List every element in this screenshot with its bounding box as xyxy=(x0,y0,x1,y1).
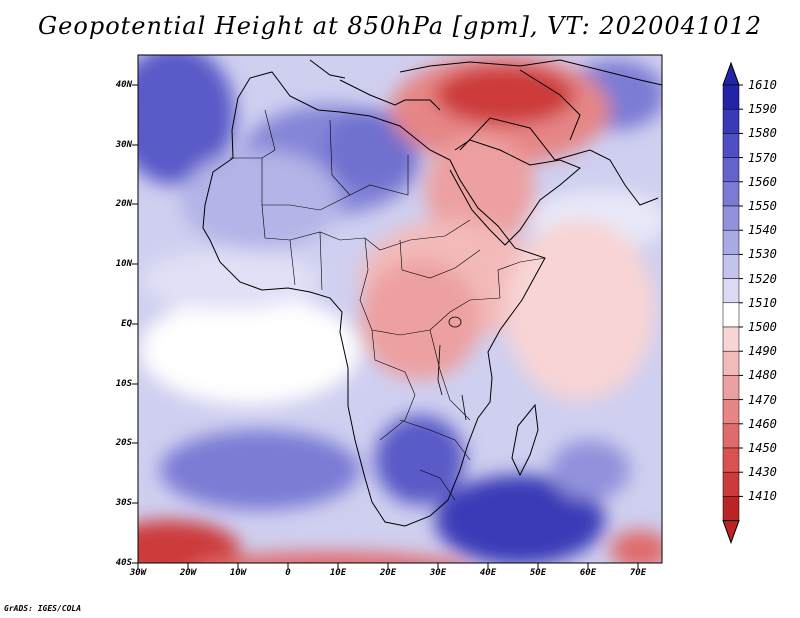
lon-label: 60E xyxy=(579,568,597,578)
colorbar-swatch xyxy=(722,205,740,231)
lon-label: 20W xyxy=(179,568,197,578)
colorbar-swatch xyxy=(722,254,740,279)
colorbar-arrow-bottom xyxy=(722,520,740,545)
colorbar-label: 1500 xyxy=(748,320,777,334)
coastlines xyxy=(202,59,662,527)
height-field xyxy=(138,55,662,563)
colorbar-label: 1610 xyxy=(748,78,777,92)
colorbar-label: 1560 xyxy=(748,174,777,189)
lat-label: 30N xyxy=(115,140,132,150)
colorbar-label: 1580 xyxy=(748,126,777,141)
colorbar-label: 1410 xyxy=(748,489,777,504)
lon-label: 70E xyxy=(629,568,647,578)
colorbar-swatch xyxy=(722,278,740,304)
colorbar-label: 1530 xyxy=(748,247,777,262)
grads-credit: GrADS: IGES/COLA xyxy=(4,604,82,613)
lon-label: 50E xyxy=(529,568,547,578)
colorbar xyxy=(722,61,743,545)
colorbar-arrow-top xyxy=(722,61,740,86)
colorbar-label: 1510 xyxy=(748,295,777,310)
colorbar-label: 1470 xyxy=(748,392,777,407)
colorbar-swatch xyxy=(722,423,740,449)
colorbar-label: 1520 xyxy=(748,271,777,286)
colorbar-swatch xyxy=(722,399,740,425)
colorbar-swatch xyxy=(722,350,740,376)
colorbar-swatch xyxy=(722,108,740,134)
lat-label: 40S xyxy=(115,558,132,568)
lat-label: 30S xyxy=(115,498,132,508)
colorbar-label: 1450 xyxy=(748,441,777,455)
colorbar-label: 1460 xyxy=(748,416,777,431)
lat-label: 20N xyxy=(115,199,132,209)
colorbar-swatch xyxy=(722,447,740,473)
colorbar-label: 1590 xyxy=(748,102,777,117)
map-title: Geopotential Height at 850hPa [gpm], VT:… xyxy=(38,12,762,40)
colorbar-label: 1570 xyxy=(748,150,777,165)
colorbar-label: 1480 xyxy=(748,368,777,383)
colorbar-swatch xyxy=(722,84,740,110)
colorbar-swatch xyxy=(722,302,740,328)
lat-label: 40N xyxy=(115,80,132,90)
axis-ticks xyxy=(132,84,639,569)
colorbar-swatch xyxy=(722,375,740,400)
colorbar-swatch xyxy=(722,326,740,352)
colorbar-swatch xyxy=(722,181,740,207)
colorbar-label: 1490 xyxy=(748,344,777,359)
colorbar-swatch xyxy=(722,157,740,183)
lon-label: 30W xyxy=(129,568,147,578)
map-frame xyxy=(137,54,663,564)
colorbar-label: 1550 xyxy=(748,199,777,213)
lakes xyxy=(437,316,467,421)
lon-label: 40E xyxy=(479,568,497,578)
lon-label: 10W xyxy=(229,568,247,578)
colorbar-swatch xyxy=(722,229,740,255)
lat-label: 20S xyxy=(115,438,132,448)
lon-label: 10E xyxy=(329,568,347,578)
lat-label: 10S xyxy=(115,379,132,389)
lon-label: 30E xyxy=(429,568,447,578)
colorbar-swatch xyxy=(722,496,740,521)
lat-label: EQ xyxy=(121,319,132,329)
lon-label: 0 xyxy=(285,568,291,578)
colorbar-label: 1430 xyxy=(748,465,777,480)
lon-label: 20E xyxy=(379,568,397,578)
colorbar-label: 1540 xyxy=(748,223,777,238)
country-borders xyxy=(230,109,546,501)
colorbar-swatch xyxy=(722,133,740,158)
colorbar-swatch xyxy=(722,471,740,497)
lat-label: 10N xyxy=(115,259,132,269)
